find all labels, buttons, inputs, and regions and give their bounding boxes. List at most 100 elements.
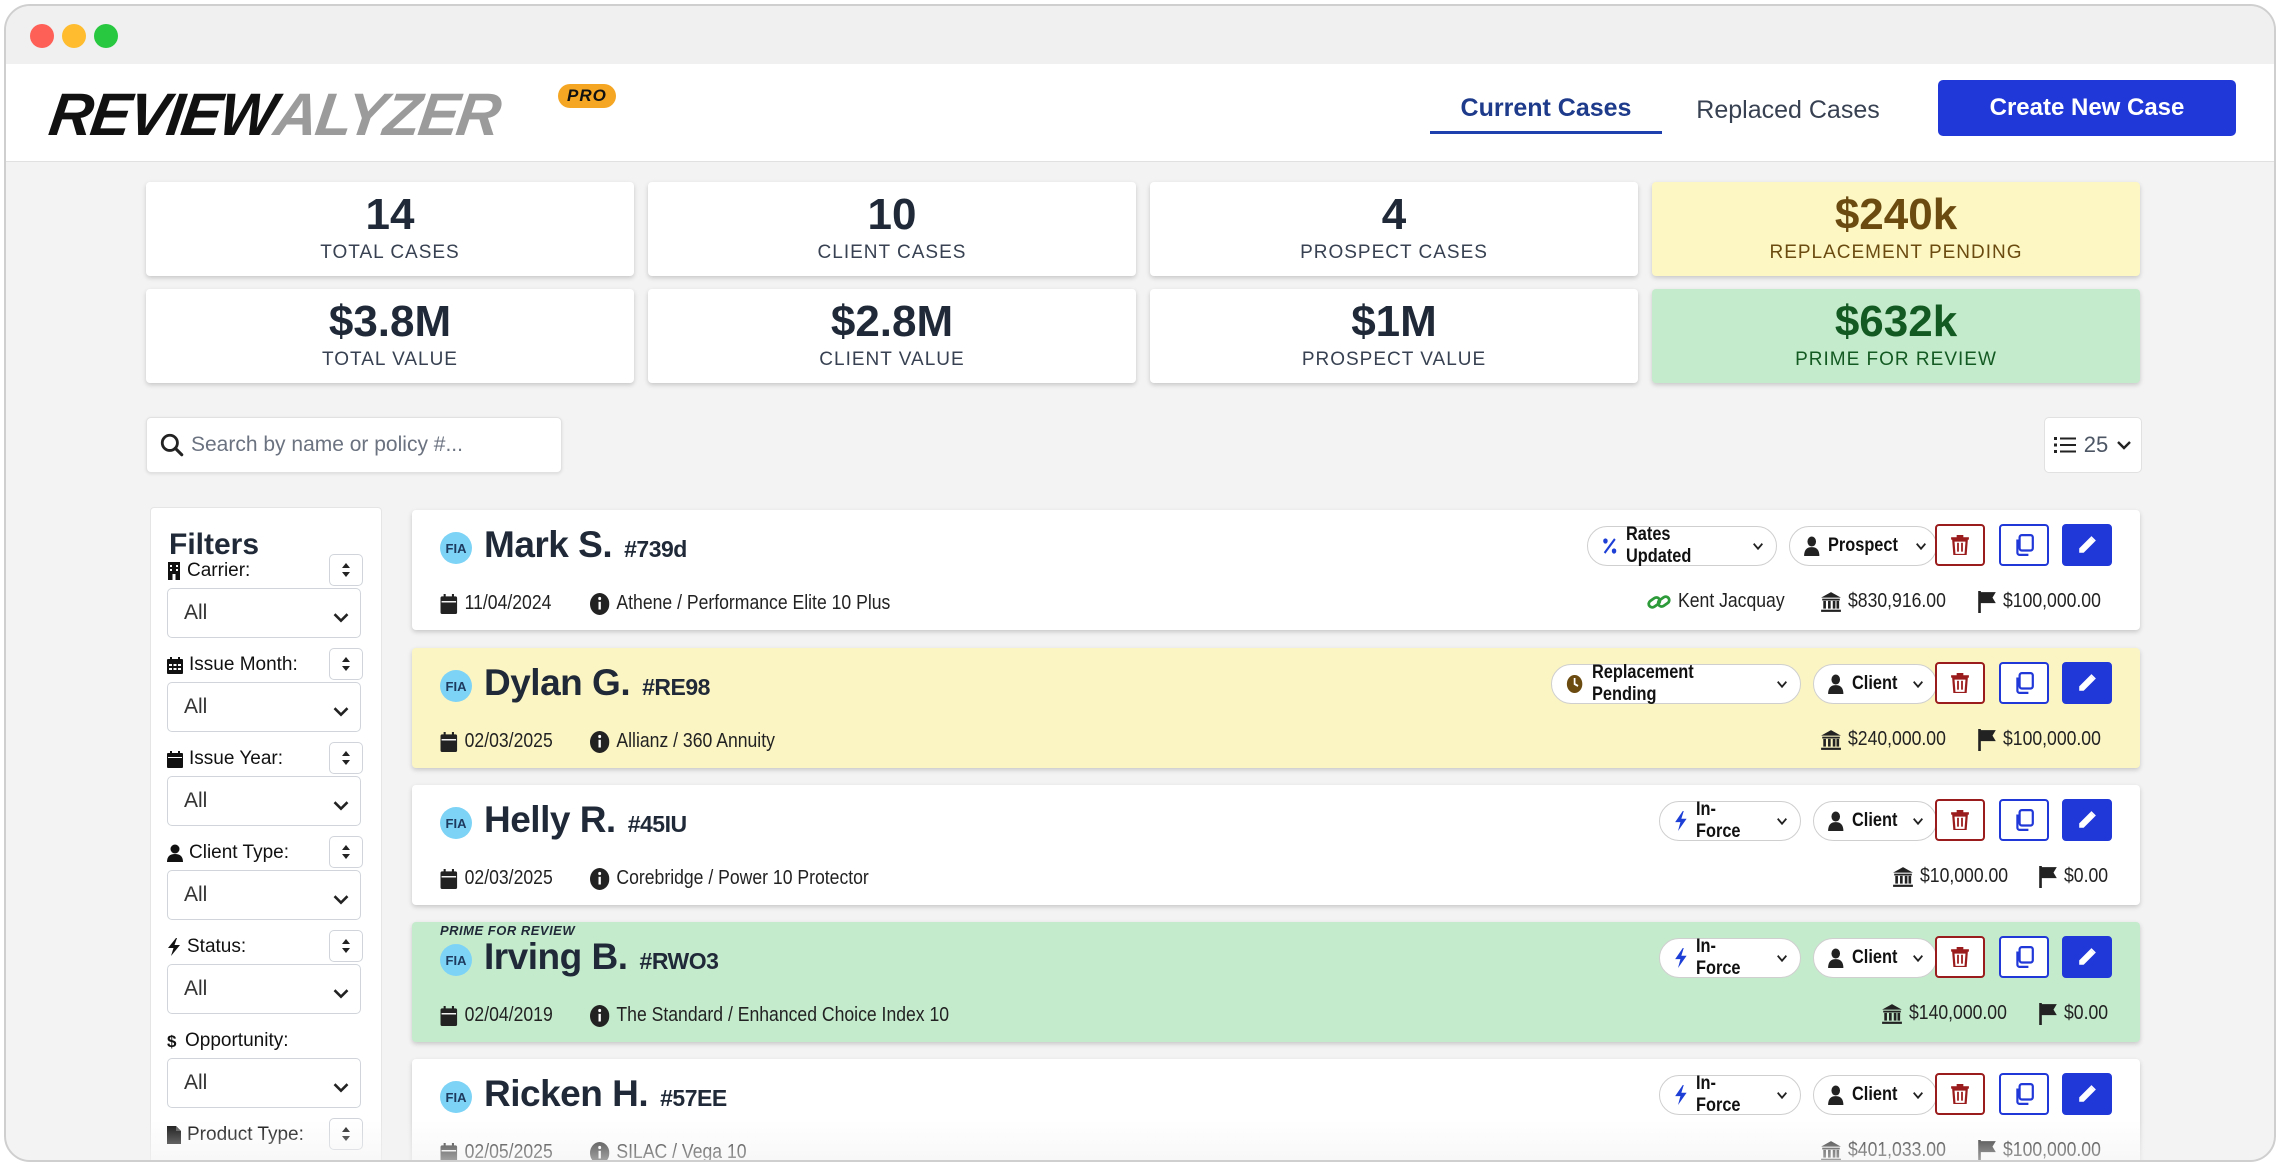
delete-button[interactable] — [1935, 936, 1985, 978]
status-dropdown[interactable]: In-Force — [1659, 799, 1801, 842]
account-value: $240,000.00 — [1847, 728, 1946, 750]
status-dropdown[interactable]: In-Force — [1659, 1073, 1801, 1116]
client-type-label: Client — [1852, 947, 1898, 968]
sort-toggle-icon[interactable] — [329, 554, 363, 586]
edit-button[interactable] — [2062, 662, 2112, 704]
bank-icon — [1820, 729, 1842, 751]
carrier-product: Athene / Performance Elite 10 Plus — [590, 592, 890, 615]
case-card[interactable]: FIA Helly R. #45IU 02/03/2025 Corebridge / P… — [412, 785, 2140, 905]
duplicate-button[interactable] — [1999, 936, 2049, 978]
user-icon — [1828, 1085, 1844, 1105]
sort-toggle-icon[interactable] — [329, 930, 363, 962]
filter-label-text: Opportunity: — [185, 1030, 289, 1051]
client-type-dropdown[interactable]: Client — [1813, 1075, 1937, 1115]
bank-icon — [1820, 591, 1842, 613]
stat-value: $240k — [1834, 190, 1958, 239]
title-bar — [6, 6, 2274, 64]
calendar-icon — [440, 1005, 458, 1026]
duplicate-button[interactable] — [1999, 799, 2049, 841]
filter-select[interactable]: All — [167, 776, 361, 826]
delete-button[interactable] — [1935, 524, 1985, 566]
case-title[interactable]: Mark S. #739d — [484, 524, 687, 566]
maximize-window-button[interactable] — [94, 24, 118, 48]
chevron-down-icon — [1776, 817, 1788, 825]
edit-button[interactable] — [2062, 799, 2112, 841]
search-icon — [160, 433, 184, 457]
duplicate-button[interactable] — [1999, 662, 2049, 704]
edit-button[interactable] — [2062, 936, 2112, 978]
bottom-fade — [6, 1120, 2274, 1160]
chevron-down-icon — [1915, 542, 1927, 550]
stat-label: PRIME FOR REVIEW — [1795, 349, 1997, 370]
page-size-select[interactable]: 25 — [2044, 417, 2142, 473]
client-type-dropdown[interactable]: Prospect — [1789, 526, 1937, 566]
info-icon — [590, 867, 610, 890]
edit-button[interactable] — [2062, 524, 2112, 566]
stat-card: $240k REPLACEMENT PENDING — [1652, 182, 2140, 276]
filter-select[interactable]: All — [167, 682, 361, 732]
app-logo[interactable]: REVIEW ALYZER PRO — [45, 78, 616, 150]
client-type-label: Client — [1852, 810, 1898, 831]
filter-label-text: Issue Year: — [189, 748, 284, 769]
delete-button[interactable] — [1935, 799, 1985, 841]
filter-label: Issue Year: — [167, 748, 283, 770]
status-dropdown[interactable]: In-Force — [1659, 936, 1801, 979]
case-card[interactable]: FIA Mark S. #739d 11/04/2024 Athene / Perfor… — [412, 510, 2140, 630]
client-type-dropdown[interactable]: Client — [1813, 664, 1937, 704]
case-card[interactable]: FIA Dylan G. #RE98 02/03/2025 Allianz / 360 … — [412, 648, 2140, 768]
status-dropdown[interactable]: Rates Updated — [1587, 524, 1777, 567]
duplicate-button[interactable] — [1999, 524, 2049, 566]
clock-icon — [1566, 674, 1583, 694]
filter-select-value: All — [184, 789, 208, 812]
filter-select-value: All — [184, 1071, 208, 1094]
search-box[interactable] — [146, 417, 562, 473]
case-title[interactable]: Helly R. #45IU — [484, 799, 687, 841]
client-type-dropdown[interactable]: Client — [1813, 938, 1937, 978]
search-input[interactable] — [191, 418, 551, 472]
tab-replaced-cases[interactable]: Replaced Cases — [1696, 95, 1880, 124]
case-title[interactable]: Dylan G. #RE98 — [484, 662, 710, 704]
stat-card: 14 TOTAL CASES — [146, 182, 634, 276]
info-icon — [590, 1004, 610, 1027]
client-name: Ricken H. — [484, 1073, 649, 1114]
stat-label: TOTAL CASES — [320, 242, 460, 263]
link-icon — [1646, 592, 1672, 612]
minimize-window-button[interactable] — [62, 24, 86, 48]
filter-select[interactable]: All — [167, 870, 361, 920]
filter-select[interactable]: All — [167, 964, 361, 1014]
chevron-down-icon — [1752, 542, 1764, 550]
tab-current-cases[interactable]: Current Cases — [1430, 86, 1662, 134]
sort-toggle-icon[interactable] — [329, 648, 363, 680]
delete-button[interactable] — [1935, 1073, 1985, 1115]
sort-toggle-icon[interactable] — [329, 836, 363, 868]
carrier-product-text: Corebridge / Power 10 Protector — [616, 867, 869, 889]
case-card[interactable]: PRIME FOR REVIEW FIA Irving B. #RWO3 02/04/2… — [412, 922, 2140, 1042]
close-window-button[interactable] — [30, 24, 54, 48]
flag-icon — [1977, 590, 1997, 613]
client-type-dropdown[interactable]: Client — [1813, 801, 1937, 841]
client-name: Irving B. — [484, 936, 628, 977]
pencil-icon — [2077, 810, 2097, 830]
case-title[interactable]: Ricken H. #57EE — [484, 1073, 727, 1115]
chevron-down-icon — [1776, 954, 1788, 962]
building-icon — [167, 562, 181, 580]
edit-button[interactable] — [2062, 1073, 2112, 1115]
delete-button[interactable] — [1935, 662, 1985, 704]
flag-icon — [2038, 865, 2058, 888]
filter-select[interactable]: All — [167, 588, 361, 638]
filter-select[interactable]: All — [167, 1058, 361, 1108]
sort-toggle-icon[interactable] — [329, 742, 363, 774]
copy-icon — [2014, 1083, 2034, 1105]
status-dropdown[interactable]: Replacement Pending — [1551, 662, 1801, 705]
filter-label-text: Issue Month: — [189, 654, 298, 675]
case-title[interactable]: Irving B. #RWO3 — [484, 936, 719, 978]
duplicate-button[interactable] — [1999, 1073, 2049, 1115]
client-type-label: Client — [1852, 1084, 1898, 1105]
create-new-case-button[interactable]: Create New Case — [1938, 80, 2236, 136]
carrier-product: Corebridge / Power 10 Protector — [590, 867, 869, 890]
stat-label: PROSPECT VALUE — [1301, 349, 1487, 370]
carrier-product: The Standard / Enhanced Choice Index 10 — [590, 1004, 949, 1027]
logo-main-text: REVIEW — [45, 80, 280, 148]
status-label: Rates Updated — [1626, 524, 1692, 567]
filter-select-value: All — [184, 601, 208, 624]
